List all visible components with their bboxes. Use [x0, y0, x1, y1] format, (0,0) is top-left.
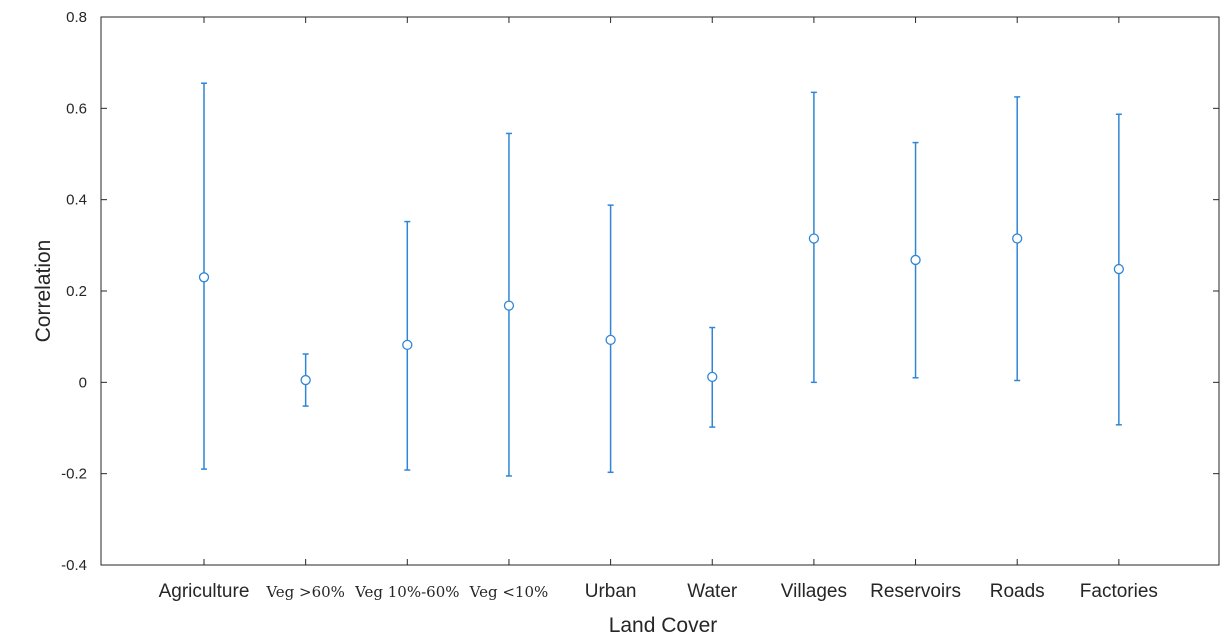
data-point-marker	[300, 374, 311, 386]
x-tick-label: Veg >60%	[265, 583, 345, 601]
x-tick-label: Villages	[781, 581, 847, 602]
y-tick-label: 0.8	[66, 9, 87, 26]
data-point-marker	[605, 334, 616, 346]
x-tick-label: Urban	[585, 581, 637, 602]
y-axis-title: Correlation	[32, 240, 55, 343]
y-axis-ticks: -0.4 -0.2 0 0.2 0.4 0.6 0.8	[61, 9, 1219, 574]
x-tick-label: Veg <10%	[469, 583, 549, 601]
y-tick-label: -0.4	[61, 557, 87, 574]
x-tick-label: Reservoirs	[870, 581, 961, 602]
data-point-marker	[503, 300, 515, 311]
error-bar-series	[198, 82, 1124, 477]
data-point-marker	[808, 233, 820, 244]
x-axis-title: Land Cover	[609, 614, 718, 637]
y-tick-label: 0.2	[66, 283, 87, 300]
y-tick-label: -0.2	[61, 466, 87, 483]
data-point-marker	[402, 339, 413, 351]
data-point-marker	[1012, 233, 1023, 244]
data-point-marker	[198, 272, 210, 283]
x-tick-label: Water	[687, 581, 738, 602]
y-tick-label: 0.4	[66, 192, 87, 209]
x-tick-label: Roads	[990, 581, 1045, 602]
x-axis-ticks: Agriculture Veg >60% Veg 10%-60% Veg <10% Ur…	[159, 17, 1158, 602]
data-point-marker	[910, 254, 921, 266]
data-point-marker	[707, 371, 718, 383]
y-tick-label: 0.6	[66, 100, 87, 117]
x-tick-label: Factories	[1080, 581, 1158, 602]
y-tick-label: 0	[79, 374, 87, 391]
data-point-marker	[1113, 263, 1124, 275]
x-tick-label: Veg 10%-60%	[354, 583, 459, 601]
x-tick-label: Agriculture	[159, 581, 250, 602]
